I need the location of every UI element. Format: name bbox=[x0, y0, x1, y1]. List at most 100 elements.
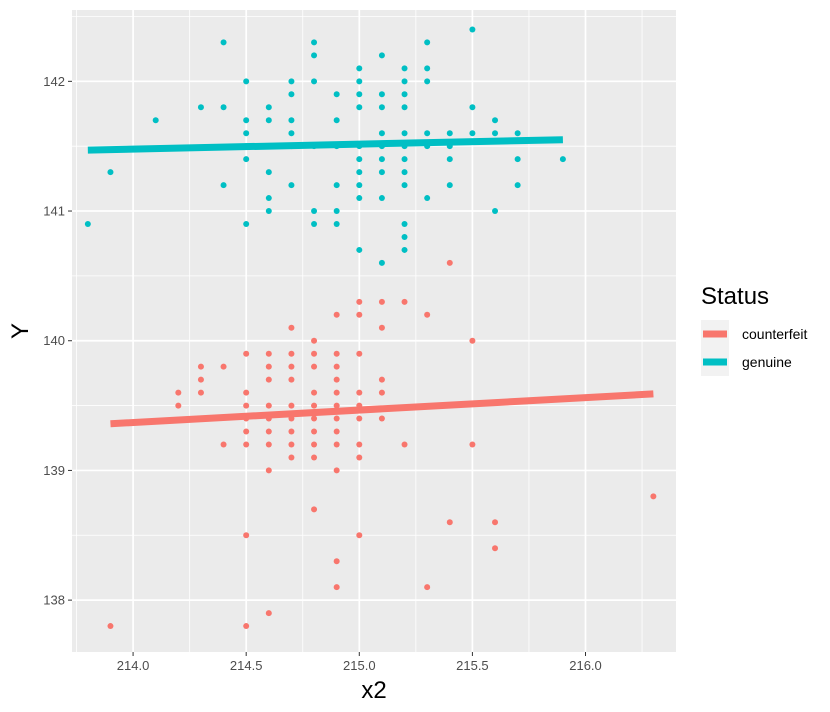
genuine-point bbox=[288, 78, 295, 85]
genuine-point bbox=[378, 143, 385, 150]
plot-panel bbox=[72, 10, 676, 652]
counterfeit-point bbox=[243, 532, 250, 539]
genuine-point bbox=[401, 143, 408, 150]
counterfeit-point bbox=[333, 428, 340, 435]
genuine-point bbox=[333, 117, 340, 124]
genuine-point bbox=[446, 143, 453, 150]
counterfeit-point bbox=[469, 441, 476, 448]
legend-title: Status bbox=[701, 283, 769, 310]
counterfeit-point bbox=[378, 376, 385, 383]
genuine-point bbox=[378, 259, 385, 266]
genuine-point bbox=[401, 130, 408, 137]
genuine-point bbox=[311, 143, 318, 150]
genuine-point bbox=[333, 208, 340, 215]
x-axis-ticks: 214.0 214.5 215.0 215.5 216.0 bbox=[117, 652, 602, 673]
genuine-point bbox=[333, 91, 340, 98]
genuine-point bbox=[356, 182, 363, 189]
genuine-point bbox=[333, 182, 340, 189]
genuine-point bbox=[311, 208, 318, 215]
genuine-point bbox=[401, 78, 408, 85]
genuine-point bbox=[356, 91, 363, 98]
counterfeit-point bbox=[333, 415, 340, 422]
genuine-point bbox=[265, 117, 272, 124]
counterfeit-point bbox=[265, 415, 272, 422]
genuine-point bbox=[356, 195, 363, 202]
genuine-point bbox=[424, 78, 431, 85]
y-axis-ticks: 138 139 140 141 142 bbox=[43, 74, 72, 608]
genuine-point bbox=[401, 169, 408, 176]
counterfeit-point bbox=[356, 532, 363, 539]
genuine-point bbox=[469, 26, 476, 33]
counterfeit-point bbox=[356, 441, 363, 448]
counterfeit-point bbox=[469, 337, 476, 344]
genuine-point bbox=[243, 117, 250, 124]
counterfeit-point bbox=[356, 389, 363, 396]
genuine-point bbox=[333, 221, 340, 227]
genuine-point bbox=[378, 156, 385, 163]
counterfeit-point bbox=[288, 324, 295, 331]
genuine-point bbox=[356, 143, 363, 150]
counterfeit-point bbox=[311, 454, 318, 461]
genuine-point bbox=[424, 195, 431, 202]
counterfeit-point bbox=[311, 415, 318, 422]
genuine-point bbox=[446, 182, 453, 189]
counterfeit-trend-line bbox=[110, 390, 654, 428]
genuine-point bbox=[243, 78, 250, 85]
genuine-point bbox=[356, 104, 363, 111]
counterfeit-point bbox=[401, 441, 408, 448]
x-tick-label: 214.0 bbox=[117, 658, 150, 673]
genuine-point bbox=[492, 117, 499, 124]
genuine-point bbox=[311, 52, 318, 59]
counterfeit-point bbox=[288, 454, 295, 461]
genuine-point bbox=[265, 208, 272, 215]
counterfeit-point bbox=[288, 363, 295, 370]
genuine-point bbox=[243, 143, 250, 150]
genuine-point bbox=[401, 156, 408, 163]
genuine-point bbox=[378, 130, 385, 137]
legend-entries: counterfeit genuine bbox=[701, 320, 807, 376]
counterfeit-point bbox=[492, 545, 499, 552]
counterfeit-point bbox=[311, 389, 318, 396]
counterfeit-point bbox=[175, 402, 182, 409]
genuine-point bbox=[401, 104, 408, 111]
counterfeit-point bbox=[265, 428, 272, 435]
genuine-point bbox=[265, 169, 272, 176]
x-tick-label: 215.0 bbox=[343, 658, 376, 673]
counterfeit-point bbox=[288, 415, 295, 422]
genuine-point bbox=[311, 78, 318, 85]
counterfeit-point bbox=[220, 363, 227, 370]
genuine-point bbox=[401, 182, 408, 189]
counterfeit-point bbox=[333, 441, 340, 448]
counterfeit-point bbox=[288, 441, 295, 448]
genuine-point bbox=[288, 117, 295, 124]
genuine-point bbox=[84, 221, 91, 227]
counterfeit-point bbox=[356, 415, 363, 422]
y-tick-label: 141 bbox=[43, 204, 65, 219]
x-axis-title: x2 bbox=[361, 677, 386, 704]
grid-major bbox=[72, 10, 676, 652]
genuine-point bbox=[243, 156, 250, 163]
counterfeit-point bbox=[311, 506, 318, 513]
counterfeit-point bbox=[356, 298, 363, 305]
genuine-point bbox=[243, 130, 250, 137]
counterfeit-point bbox=[311, 428, 318, 435]
counterfeit-point bbox=[243, 389, 250, 396]
genuine-point bbox=[311, 39, 318, 46]
genuine-point bbox=[265, 143, 272, 150]
genuine-point bbox=[378, 91, 385, 98]
genuine-point bbox=[220, 39, 227, 46]
genuine-point bbox=[311, 221, 318, 227]
counterfeit-point bbox=[197, 363, 204, 370]
genuine-point bbox=[401, 246, 408, 253]
counterfeit-point bbox=[424, 311, 431, 318]
counterfeit-point bbox=[333, 311, 340, 318]
genuine-point bbox=[288, 130, 295, 137]
genuine-trend-line bbox=[87, 136, 563, 154]
counterfeit-point bbox=[356, 350, 363, 357]
counterfeit-point bbox=[401, 298, 408, 305]
counterfeit-point bbox=[265, 467, 272, 474]
counterfeit-point bbox=[333, 467, 340, 474]
genuine-point bbox=[152, 117, 159, 124]
genuine-point bbox=[265, 104, 272, 111]
genuine-point bbox=[197, 104, 204, 111]
